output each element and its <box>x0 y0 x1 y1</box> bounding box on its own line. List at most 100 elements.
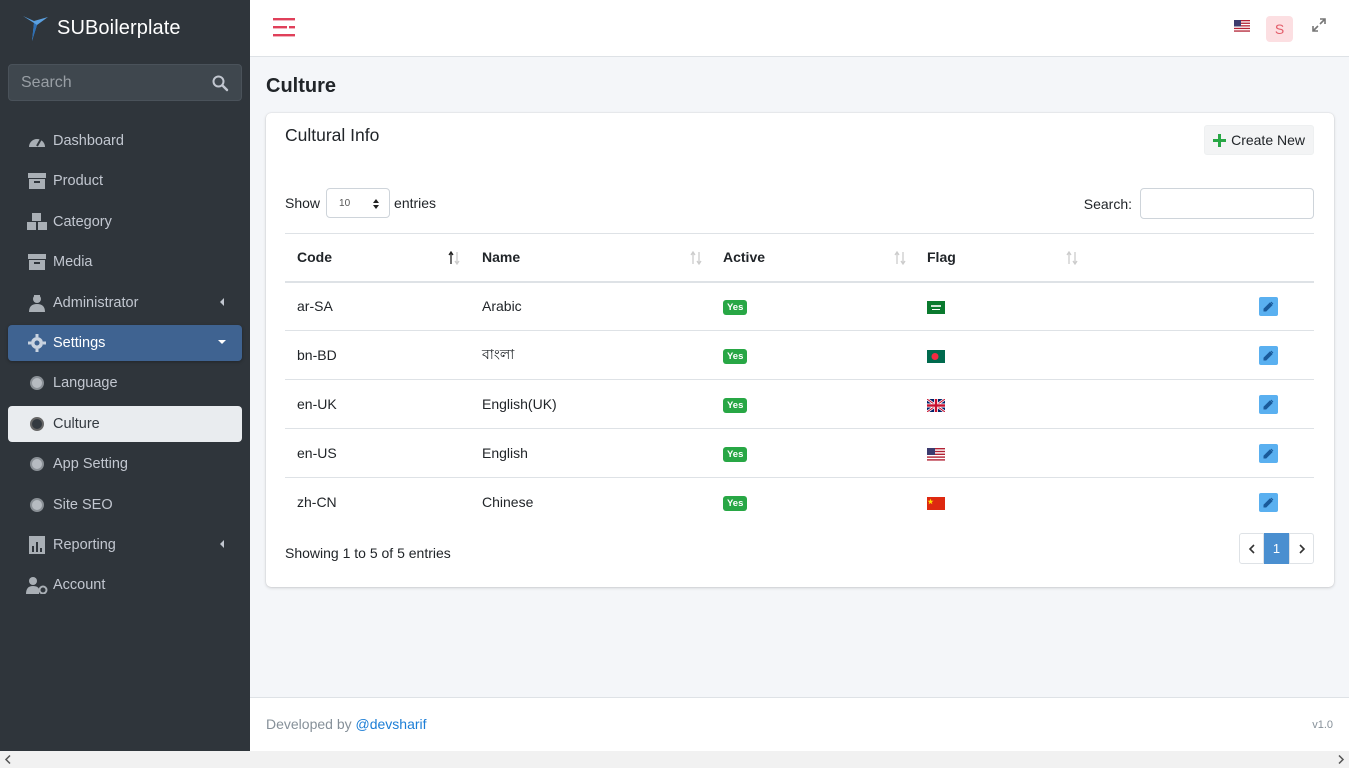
cell-name: বাংলা <box>470 330 711 380</box>
user-avatar[interactable]: S <box>1266 16 1293 42</box>
sidebar-item-label: App Setting <box>53 456 128 473</box>
plus-icon <box>1213 133 1227 147</box>
sidebar-item-app-setting[interactable]: App Setting <box>8 446 242 482</box>
hamburger-menu-icon[interactable] <box>273 17 295 37</box>
footer-credit: Developed by @devsharif <box>266 716 427 732</box>
sidebar-item-settings[interactable]: Settings <box>8 324 242 361</box>
brand-logo-icon <box>23 16 48 41</box>
column-header-label: Flag <box>927 249 956 266</box>
page-title: Culture <box>266 75 336 97</box>
column-header-flag[interactable]: Flag <box>915 233 1087 283</box>
sidebar-item-account[interactable]: Account <box>8 567 242 603</box>
table-info: Showing 1 to 5 of 5 entries <box>285 545 451 561</box>
sort-icon <box>1066 251 1078 265</box>
circle-icon <box>26 414 48 434</box>
saudi-flag-icon <box>927 301 945 315</box>
fullscreen-icon[interactable] <box>1312 18 1326 32</box>
entries-select-value: 10 <box>339 197 351 209</box>
card-title: Cultural Info <box>285 125 380 145</box>
pagination-next[interactable] <box>1289 533 1314 564</box>
edit-button[interactable] <box>1259 345 1278 365</box>
sort-asc-icon <box>448 251 460 265</box>
culture-table: Code Name Active Flag <box>285 233 1314 527</box>
cell-name: Chinese <box>482 494 534 511</box>
sidebar-item-label: Reporting <box>53 536 116 553</box>
bangladesh-flag-icon <box>927 349 945 363</box>
pencil-icon <box>1263 350 1274 360</box>
edit-button[interactable] <box>1259 394 1278 414</box>
cell-flag <box>915 379 1087 429</box>
entries-select[interactable]: 10 <box>326 188 391 218</box>
create-new-label: Create New <box>1231 132 1305 148</box>
table-search-input[interactable] <box>1140 188 1314 219</box>
entries-length-control: Show 10 entries <box>285 188 436 218</box>
show-label: Show <box>285 195 321 211</box>
cell-active: Yes <box>711 281 915 331</box>
sidebar-item-culture[interactable]: Culture <box>8 405 242 442</box>
pencil-icon <box>1263 399 1274 409</box>
create-new-button[interactable]: Create New <box>1204 125 1314 155</box>
sidebar-item-media[interactable]: Media <box>8 244 242 280</box>
cell-actions <box>1087 379 1314 429</box>
china-flag-icon <box>927 497 945 511</box>
main-content: Culture Cultural Info Create New Show 10… <box>250 57 1349 697</box>
edit-button[interactable] <box>1259 296 1278 316</box>
active-badge: Yes <box>723 349 748 364</box>
uk-flag-icon <box>927 398 945 412</box>
sidebar-item-product[interactable]: Product <box>8 163 242 199</box>
sort-icon <box>690 251 702 265</box>
brand[interactable]: SUBoilerplate <box>0 0 250 56</box>
cell-actions <box>1087 478 1314 527</box>
column-header-code[interactable]: Code <box>285 233 470 283</box>
cell-actions <box>1087 428 1314 478</box>
sidebar-item-reporting[interactable]: Reporting <box>8 527 242 563</box>
active-badge: Yes <box>723 447 748 462</box>
footer-dev-link[interactable]: @devsharif <box>355 716 427 732</box>
search-icon[interactable] <box>211 74 229 92</box>
sidebar-item-site-seo[interactable]: Site SEO <box>8 487 242 523</box>
us-flag-icon <box>927 447 945 461</box>
cell-flag <box>915 478 1087 527</box>
sidebar-item-dashboard[interactable]: Dashboard <box>8 123 242 159</box>
circle-icon <box>26 454 48 474</box>
chevron-down-icon <box>218 339 226 344</box>
cell-flag <box>915 330 1087 380</box>
chevron-left-icon <box>1248 543 1255 554</box>
cell-active: Yes <box>711 330 915 380</box>
sidebar-item-category[interactable]: Category <box>8 204 242 240</box>
gear-icon <box>26 333 48 353</box>
chevron-left-icon <box>220 297 224 306</box>
sidebar-item-language[interactable]: Language <box>8 365 242 401</box>
entries-label: entries <box>394 195 437 211</box>
pagination-page-1[interactable]: 1 <box>1264 533 1289 564</box>
column-header-label: Name <box>482 249 521 266</box>
sidebar-item-label: Culture <box>53 415 100 432</box>
sidebar-item-label: Administrator <box>53 294 139 311</box>
horizontal-scrollbar[interactable] <box>0 751 1349 768</box>
sidebar-item-administrator[interactable]: Administrator <box>8 285 242 321</box>
column-header-name[interactable]: Name <box>470 233 711 283</box>
user-tie-icon <box>26 293 48 313</box>
table-row: zh-CN Chinese Yes <box>285 478 1314 527</box>
scroll-left-icon[interactable] <box>4 755 12 764</box>
edit-button[interactable] <box>1259 492 1278 512</box>
edit-button[interactable] <box>1259 443 1278 463</box>
cell-flag <box>915 281 1087 331</box>
sidebar-item-label: Account <box>53 577 106 594</box>
sidebar-item-label: Media <box>53 254 93 271</box>
sidebar-search-input[interactable]: Search <box>8 64 242 101</box>
pagination-previous[interactable] <box>1239 533 1264 564</box>
table-row: en-UK English(UK) Yes <box>285 379 1314 429</box>
footer-dev-text: Developed by <box>266 716 352 732</box>
us-flag-icon[interactable] <box>1234 20 1250 32</box>
scroll-right-icon[interactable] <box>1337 755 1345 764</box>
brand-name: SUBoilerplate <box>57 16 181 39</box>
column-header-label: Code <box>297 249 332 266</box>
cell-code: en-UK <box>285 379 470 429</box>
table-row: ar-SA Arabic Yes <box>285 281 1314 331</box>
column-header-active[interactable]: Active <box>711 233 915 283</box>
cell-actions <box>1087 281 1314 331</box>
dashboard-icon <box>26 131 48 151</box>
sidebar-item-label: Language <box>53 375 118 392</box>
active-badge: Yes <box>723 398 748 413</box>
